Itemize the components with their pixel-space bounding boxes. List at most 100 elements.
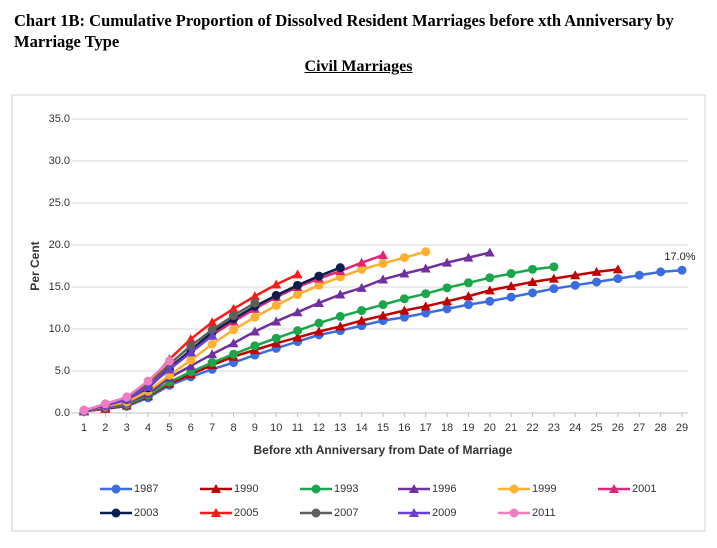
legend-label: 1999 <box>532 483 556 495</box>
point <box>357 306 367 316</box>
x-tick-label: 21 <box>505 422 517 434</box>
point <box>378 250 388 260</box>
point <box>271 338 282 348</box>
legend-item: 2011 <box>498 507 556 519</box>
point <box>249 326 260 336</box>
point <box>591 266 602 276</box>
chart-subtitle: Civil Marriages <box>304 58 413 75</box>
x-tick-label: 27 <box>633 422 645 434</box>
legend-marker <box>311 508 321 518</box>
point <box>185 360 196 370</box>
point <box>100 399 110 409</box>
point <box>378 274 388 284</box>
legend-item: 1999 <box>498 483 556 495</box>
legend-label: 1990 <box>234 483 258 495</box>
x-tick-label: 7 <box>209 422 215 434</box>
point <box>378 300 388 310</box>
x-tick-label: 26 <box>612 422 624 434</box>
x-tick-label: 25 <box>590 422 602 434</box>
point <box>207 349 218 359</box>
point <box>271 333 281 343</box>
x-tick-label: 23 <box>548 422 560 434</box>
point <box>463 252 474 262</box>
x-tick-label: 15 <box>377 422 389 434</box>
point <box>549 262 559 272</box>
y-tick-label: 10.0 <box>49 323 70 335</box>
x-tick-label: 5 <box>166 422 172 434</box>
point <box>421 308 431 318</box>
legend-marker <box>409 484 419 493</box>
point <box>143 376 153 386</box>
y-tick-label: 35.0 <box>49 113 70 125</box>
x-tick-label: 29 <box>676 422 688 434</box>
legend-item: 2007 <box>300 507 358 519</box>
point <box>399 294 409 304</box>
legend-item: 2003 <box>100 507 158 519</box>
chart-frame <box>11 94 706 532</box>
point <box>207 325 217 335</box>
legend-label: 2003 <box>134 507 158 519</box>
point <box>421 247 431 257</box>
x-tick-label: 4 <box>145 422 151 434</box>
legend-marker <box>609 484 619 493</box>
point <box>293 326 303 336</box>
legend-marker <box>111 484 121 494</box>
x-tick-label: 8 <box>230 422 236 434</box>
point <box>229 311 238 321</box>
point <box>229 325 238 335</box>
y-axis-label: Per Cent <box>28 241 42 290</box>
point <box>143 381 154 391</box>
x-tick-label: 3 <box>124 422 130 434</box>
point <box>463 278 473 288</box>
point <box>271 316 282 326</box>
x-axis-label: Before xth Anniversary from Date of Marr… <box>254 443 513 457</box>
x-tick-label: 6 <box>188 422 194 434</box>
point <box>442 257 453 267</box>
x-tick-label: 2 <box>102 422 108 434</box>
point <box>250 341 260 351</box>
series-line <box>83 268 683 413</box>
point <box>442 283 452 293</box>
point <box>335 321 346 331</box>
point <box>122 392 132 402</box>
point <box>463 291 474 301</box>
point <box>357 264 367 274</box>
point <box>378 310 388 320</box>
legend-label: 2007 <box>334 507 358 519</box>
point <box>528 288 537 298</box>
point <box>292 307 303 317</box>
point <box>549 284 559 294</box>
point <box>528 264 537 274</box>
point <box>420 301 431 311</box>
x-tick-label: 11 <box>292 422 303 434</box>
legend-label: 1993 <box>334 483 358 495</box>
legend-label: 2001 <box>632 483 656 495</box>
point <box>229 349 238 359</box>
point <box>313 326 324 336</box>
point <box>634 270 644 280</box>
point <box>293 280 303 290</box>
x-tick-label: 12 <box>313 422 325 434</box>
point <box>399 305 410 315</box>
legend-item: 1993 <box>300 483 358 495</box>
point <box>79 405 89 415</box>
y-tick-label: 5.0 <box>55 365 70 377</box>
x-tick-label: 10 <box>270 422 282 434</box>
legend-marker <box>211 484 221 493</box>
point <box>527 276 538 286</box>
point <box>271 290 281 300</box>
x-tick-label: 22 <box>526 422 538 434</box>
x-tick-label: 28 <box>655 422 667 434</box>
point <box>292 269 303 279</box>
legend-marker <box>111 508 121 518</box>
legend-marker <box>409 508 419 517</box>
point <box>592 277 602 287</box>
chart-title: Chart 1B: Cumulative Proportion of Disso… <box>14 11 674 51</box>
point <box>612 264 623 274</box>
point <box>185 347 196 357</box>
point <box>314 280 324 290</box>
point <box>399 312 409 322</box>
point <box>313 297 324 307</box>
